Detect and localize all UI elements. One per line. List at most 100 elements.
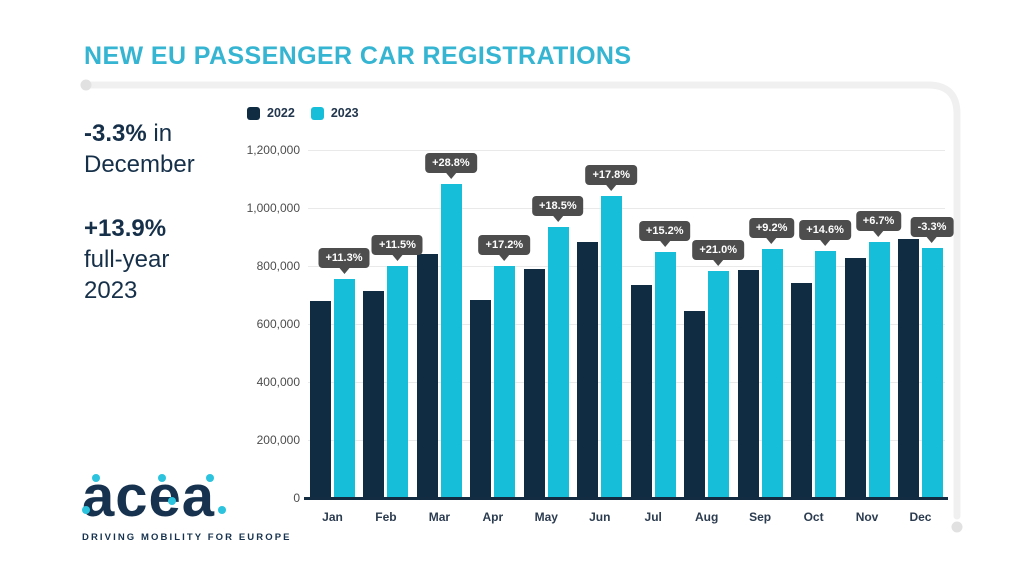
legend-swatch-2023 (310, 106, 324, 120)
chart-legend: 2022 2023 (247, 106, 359, 120)
logo-dot (82, 506, 90, 514)
bar-groups: +11.3% Jan +11.5% Feb +28.8% Mar +17.2% Apr +18.… (308, 151, 954, 524)
gridline-1200000 (308, 150, 945, 151)
x-tick-label-mar: Mar (428, 510, 451, 524)
bar-group-jul: +15.2% Jul (630, 151, 691, 524)
highlight-december-value: -3.3% (84, 120, 147, 147)
y-tick-label: 0 (293, 491, 300, 505)
x-tick-label-dec: Dec (909, 510, 932, 524)
registrations-chart: 2022 2023 +11.3% Jan +11.5% Feb +28.8% Mar +17.… (236, 102, 956, 532)
x-tick-label-jul: Jul (644, 510, 662, 524)
gridline-600000 (308, 324, 945, 325)
acea-logo: acea DRIVING MOBILITY FOR EUROPE (82, 464, 292, 543)
change-callout-nov: +6.7% (855, 211, 902, 232)
gridline-1000000 (308, 208, 945, 209)
bar-group-feb: +11.5% Feb (363, 151, 423, 524)
bar-2023-mar (440, 183, 462, 499)
bar-group-jun: +17.8% Jun (577, 151, 638, 524)
y-tick-label: 600,000 (256, 317, 300, 331)
logo-dot (206, 474, 214, 482)
change-callout-dec: -3.3% (910, 216, 954, 237)
bar-group-jan: +11.3% Jan (310, 151, 370, 524)
highlight-december: -3.3% in December (84, 118, 239, 180)
x-axis-line (304, 497, 948, 500)
x-tick-label-oct: Oct (803, 510, 824, 524)
bar-2023-oct (815, 251, 837, 499)
logo-dot (218, 506, 226, 514)
bar-2022-oct (791, 282, 813, 499)
bar-2023-jul (654, 252, 676, 499)
highlight-fullyear-year: 2023 (84, 277, 138, 304)
acea-logo-tagline: DRIVING MOBILITY FOR EUROPE (82, 532, 292, 543)
x-tick-label-feb: Feb (375, 510, 397, 524)
x-tick-label-jun: Jun (589, 510, 611, 524)
highlight-fullyear-label: full-year (84, 246, 170, 273)
highlight-fullyear-value: +13.9% (84, 215, 167, 242)
highlight-fullyear: +13.9% full-year 2023 (84, 213, 239, 306)
x-tick-label-aug: Aug (695, 510, 719, 524)
bar-group-nov: +6.7% Nov (844, 151, 902, 524)
bar-2022-dec (897, 238, 919, 499)
highlight-december-label: December (84, 151, 195, 178)
gridline-800000 (308, 266, 945, 267)
bar-2022-jul (630, 284, 652, 499)
change-callout-mar: +28.8% (425, 152, 477, 173)
bar-2023-jun (601, 195, 623, 499)
change-callout-aug: +21.0% (692, 239, 744, 260)
legend-label-2023: 2023 (330, 106, 359, 120)
x-tick-label-nov: Nov (855, 510, 879, 524)
bar-2023-feb (387, 266, 409, 499)
highlight-december-suffix: in (146, 120, 173, 147)
x-tick-label-sep: Sep (749, 510, 772, 524)
bar-2022-sep (737, 270, 759, 499)
bar-group-sep: +9.2% Sep (737, 151, 795, 524)
x-tick-label-jan: Jan (322, 510, 343, 524)
change-callout-apr: +17.2% (478, 235, 531, 256)
bar-2023-jan (334, 278, 355, 499)
y-tick-label: 400,000 (256, 375, 300, 389)
bar-2023-nov (868, 242, 890, 499)
legend-swatch-2022 (247, 106, 260, 120)
bar-group-may: +18.5% May (523, 151, 584, 524)
change-callout-feb: +11.5% (371, 235, 423, 256)
bar-2022-jun (577, 241, 599, 499)
y-tick-label: 1,000,000 (246, 201, 300, 215)
bar-group-oct: +14.6% Oct (791, 151, 851, 524)
plot-area: +11.3% Jan +11.5% Feb +28.8% Mar +17.2% Apr +18.… (247, 143, 954, 524)
bar-2023-sep (761, 249, 783, 499)
bar-2022-apr (470, 300, 492, 499)
change-callout-jun: +17.8% (585, 164, 638, 185)
bar-group-apr: +17.2% Apr (470, 151, 531, 524)
bar-2022-mar (416, 254, 438, 499)
bar-2022-nov (844, 258, 866, 499)
x-tick-label-may: May (534, 510, 558, 524)
gridline-400000 (308, 382, 945, 383)
change-callout-may: +18.5% (532, 195, 584, 216)
bar-2022-feb (363, 290, 385, 499)
legend-item-2023: 2023 (310, 106, 359, 120)
y-tick-label: 800,000 (256, 259, 300, 273)
bar-2023-may (547, 226, 569, 499)
logo-dot (158, 474, 166, 482)
change-callout-jul: +15.2% (638, 221, 691, 242)
change-callout-sep: +9.2% (748, 218, 795, 239)
change-callout-jan: +11.3% (318, 247, 370, 268)
highlights-panel: -3.3% in December +13.9% full-year 2023 (84, 118, 239, 306)
x-tick-label-apr: Apr (482, 510, 504, 524)
y-tick-label: 1,200,000 (246, 143, 300, 157)
bar-2023-apr (494, 266, 516, 499)
bar-2022-may (523, 269, 545, 499)
logo-dot (92, 474, 100, 482)
change-callout-oct: +14.6% (799, 220, 851, 241)
bar-group-aug: +21.0% Aug (684, 151, 744, 524)
acea-logo-word: acea (82, 464, 216, 529)
y-tick-label: 200,000 (256, 433, 300, 447)
bar-2022-aug (684, 310, 706, 499)
page-title: NEW EU PASSENGER CAR REGISTRATIONS (84, 42, 632, 70)
bar-2022-jan (310, 300, 331, 499)
bar-group-mar: +28.8% Mar (416, 151, 477, 524)
bar-group-dec: -3.3% Dec (897, 151, 954, 524)
logo-dot (168, 497, 176, 505)
bar-2023-aug (708, 270, 730, 499)
bar-2023-dec (921, 247, 943, 499)
